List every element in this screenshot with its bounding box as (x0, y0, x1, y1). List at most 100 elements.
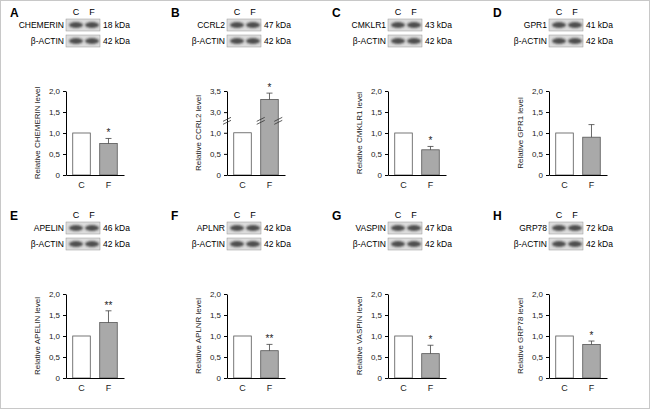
protein-label: CCRL2 (197, 20, 225, 30)
size-label: 18 kDa (103, 20, 130, 30)
y-tick-label: 1,5 (210, 311, 222, 320)
y-tick-mark (63, 133, 66, 134)
y-tick-mark (224, 357, 227, 358)
x-tick: C (239, 175, 246, 190)
y-tick-mark (224, 294, 227, 295)
y-axis-line (549, 295, 550, 379)
y-tick-label: 1,0 (371, 332, 383, 341)
blot-band (552, 22, 566, 28)
y-tick: 1,0 (210, 129, 227, 138)
protein-label: β-ACTIN (514, 36, 547, 46)
x-tick: C (78, 378, 85, 393)
y-tick-label: 2,0 (532, 290, 544, 299)
protein-label: APLNR (197, 223, 225, 233)
x-tick-label: C (78, 383, 85, 393)
y-tick: 0,5 (371, 353, 388, 362)
y-tick-label: 1,5 (371, 108, 383, 117)
y-axis-title: Relative APELIN level (33, 297, 42, 375)
x-tick-label: C (561, 180, 568, 190)
y-tick-label: 0 (217, 374, 222, 383)
y-tick-label: 1,5 (532, 311, 544, 320)
y-tick-mark (63, 91, 66, 92)
y-tick-label: 1,0 (371, 129, 383, 138)
blot-band (391, 225, 405, 231)
y-tick: 0,5 (371, 150, 388, 159)
y-tick: 3,5 (210, 87, 227, 96)
protein-label: β-ACTIN (353, 239, 386, 249)
y-tick-mark (63, 294, 66, 295)
panel: HCFGRP7872 kDaβ-ACTIN42 kDa00,51,01,52,0… (493, 209, 613, 393)
protein-label: β-ACTIN (192, 36, 225, 46)
panel: GCFVASPIN47 kDaβ-ACTIN42 kDa00,51,01,52,… (332, 209, 452, 393)
protein-label: β-ACTIN (31, 239, 64, 249)
y-axis: 00,51,01,52,0 (49, 290, 67, 383)
x-tick-label: F (106, 383, 112, 393)
y-tick: 0,5 (210, 150, 227, 159)
lane-label: C (556, 210, 563, 220)
x-tick: F (267, 378, 273, 393)
y-tick: 1,0 (532, 332, 549, 341)
x-tick-label: C (400, 180, 407, 190)
y-axis: 00,51,01,52,0 (371, 290, 389, 383)
blot-band (230, 225, 244, 231)
y-tick-label: 1,0 (49, 129, 61, 138)
blot-band (391, 22, 405, 28)
protein-label: GRP78 (519, 223, 547, 233)
y-tick-mark (546, 133, 549, 134)
y-tick: 0 (378, 171, 388, 180)
y-axis-line (388, 295, 389, 379)
lane-label: C (395, 7, 402, 17)
y-tick-label: 0,5 (371, 150, 383, 159)
x-tick-label: C (239, 383, 246, 393)
y-tick-mark (385, 91, 388, 92)
x-axis: CF (550, 378, 608, 393)
blot-strip (227, 222, 261, 234)
figure-frame (1, 1, 650, 409)
blot-band (85, 22, 99, 28)
size-label: 42 kDa (586, 36, 613, 46)
error-bar (266, 93, 272, 99)
error-bar (266, 344, 272, 350)
y-axis-line (549, 92, 550, 176)
blot-band (552, 225, 566, 231)
y-tick-mark (63, 315, 66, 316)
x-tick: C (561, 175, 568, 190)
blot-strip (549, 35, 583, 47)
y-tick: 2,0 (49, 87, 66, 96)
panel: ACFCHEMERIN18 kDaβ-ACTIN42 kDa00,51,01,5… (10, 6, 130, 190)
panel-letter: A (10, 6, 19, 20)
lane-label: F (572, 7, 578, 17)
y-tick-mark (546, 294, 549, 295)
blot-strip (66, 19, 100, 31)
y-tick: 1,0 (532, 129, 549, 138)
y-tick: 1,0 (49, 332, 66, 341)
y-tick: 1,5 (49, 108, 66, 117)
bar (422, 150, 440, 175)
blot-band (69, 241, 83, 247)
axis-break (223, 117, 231, 124)
y-tick: 0,5 (210, 353, 227, 362)
x-tick-label: F (589, 383, 595, 393)
significance-mark: * (429, 135, 433, 146)
plot-area (556, 336, 601, 378)
y-tick-mark (224, 315, 227, 316)
y-tick-mark (546, 378, 549, 379)
lane-label: C (73, 210, 80, 220)
y-tick-label: 1,5 (49, 108, 61, 117)
y-axis: 00,51,01,52,0 (532, 290, 550, 383)
error-bar (588, 341, 594, 344)
x-tick: C (239, 378, 246, 393)
y-axis-title: Relative CMKLR1 level (355, 92, 364, 174)
y-axis: 00,51,01,52,0 (210, 290, 228, 383)
significance-mark: * (268, 82, 272, 93)
y-tick-mark (63, 175, 66, 176)
x-tick: C (561, 378, 568, 393)
x-axis-line (228, 175, 286, 176)
y-tick-mark (385, 133, 388, 134)
x-axis-line (550, 175, 608, 176)
blot-band (230, 22, 244, 28)
bar (556, 336, 574, 378)
y-tick-label: 2,0 (371, 290, 383, 299)
bar (234, 133, 252, 175)
lane-label: F (89, 7, 95, 17)
